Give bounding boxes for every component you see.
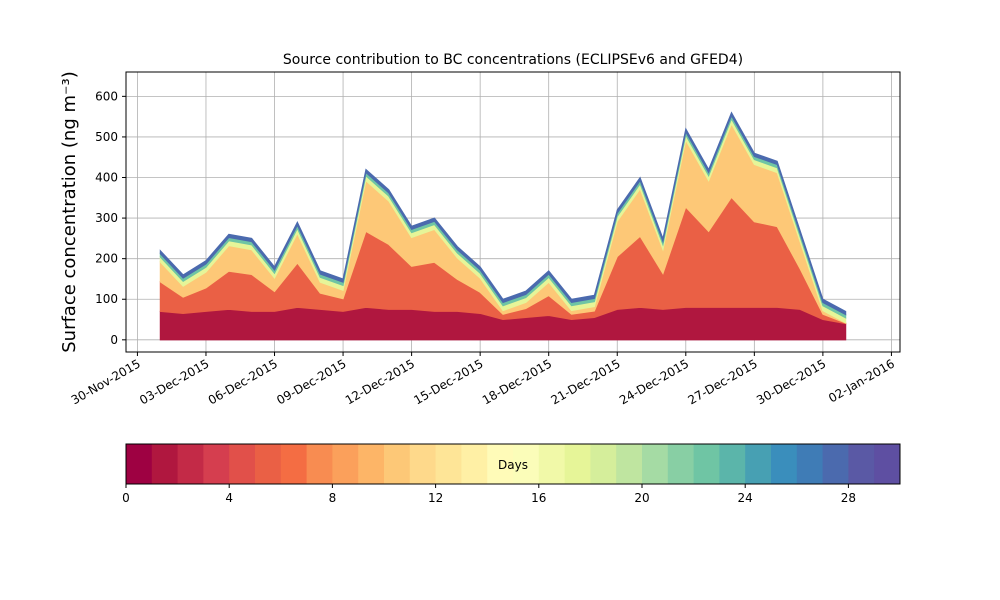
y-tick-label: 300 bbox=[95, 211, 118, 225]
colorbar-bin bbox=[126, 444, 153, 484]
x-tick-label: 09-Dec-2015 bbox=[274, 356, 348, 407]
colorbar-bin bbox=[384, 444, 411, 484]
colorbar-bin bbox=[280, 444, 308, 484]
colorbar-bin bbox=[487, 444, 514, 484]
y-tick-label: 100 bbox=[95, 292, 118, 306]
x-tick-label: 24-Dec-2015 bbox=[617, 356, 691, 407]
x-tick-label: 18-Dec-2015 bbox=[480, 356, 554, 407]
colorbar-frame bbox=[125, 443, 901, 485]
colorbar-bin bbox=[409, 444, 437, 484]
y-tick-label: 200 bbox=[95, 252, 118, 266]
colorbar-bin bbox=[513, 444, 540, 484]
y-axis-label: Surface concentration (ng m⁻³) bbox=[59, 71, 80, 353]
plot-frame bbox=[125, 71, 901, 353]
colorbar-bin bbox=[616, 444, 643, 484]
colorbar-tick-label: 8 bbox=[329, 491, 337, 505]
colorbar-tick-label: 0 bbox=[122, 491, 130, 505]
x-tick-label: 12-Dec-2015 bbox=[343, 356, 417, 407]
colorbar-bin bbox=[745, 444, 772, 484]
colorbar-bin bbox=[203, 444, 230, 484]
colorbar-tick-label: 28 bbox=[841, 491, 856, 505]
colorbar-bin bbox=[151, 444, 179, 484]
colorbar-bin bbox=[229, 444, 256, 484]
colorbar-bin bbox=[306, 444, 333, 484]
colorbar-bin bbox=[435, 444, 462, 484]
colorbar-tick-label: 16 bbox=[531, 491, 546, 505]
colorbar-tick-label: 20 bbox=[634, 491, 649, 505]
colorbar-bin bbox=[642, 444, 669, 484]
colorbar-bin bbox=[332, 444, 359, 484]
colorbar-bin bbox=[564, 444, 591, 484]
colorbar-bin bbox=[796, 444, 824, 484]
colorbar-bin bbox=[461, 444, 488, 484]
colorbar-bin bbox=[719, 444, 746, 484]
x-tick-label: 06-Dec-2015 bbox=[206, 356, 280, 407]
colorbar-tick-label: 24 bbox=[738, 491, 753, 505]
colorbar-bin bbox=[874, 444, 901, 484]
area-layer bbox=[159, 111, 847, 316]
x-tick-label: 15-Dec-2015 bbox=[411, 356, 485, 407]
y-tick-label: 500 bbox=[95, 130, 118, 144]
x-tick-label: 02-Jan-2016 bbox=[826, 356, 897, 405]
colorbar-tick-label: 12 bbox=[428, 491, 443, 505]
colorbar-bin bbox=[358, 444, 385, 484]
colorbar-label: Days bbox=[498, 458, 528, 472]
colorbar-bin bbox=[848, 444, 875, 484]
colorbar-bin bbox=[667, 444, 695, 484]
colorbar-tick-label: 4 bbox=[225, 491, 233, 505]
chart-title: Source contribution to BC concentrations… bbox=[283, 52, 743, 68]
colorbar-bin bbox=[693, 444, 720, 484]
y-tick-label: 0 bbox=[110, 333, 118, 347]
colorbar-bin bbox=[255, 444, 282, 484]
colorbar-bin bbox=[177, 444, 204, 484]
x-tick-label: 03-Dec-2015 bbox=[137, 356, 211, 407]
colorbar-bin bbox=[822, 444, 849, 484]
x-tick-label: 30-Dec-2015 bbox=[754, 356, 828, 407]
colorbar-bin bbox=[538, 444, 566, 484]
colorbar-bin bbox=[590, 444, 617, 484]
x-tick-label: 27-Dec-2015 bbox=[686, 356, 760, 407]
x-tick-label: 30-Nov-2015 bbox=[69, 356, 143, 407]
colorbar-bin bbox=[771, 444, 798, 484]
y-tick-label: 600 bbox=[95, 89, 118, 103]
x-tick-label: 21-Dec-2015 bbox=[548, 356, 622, 407]
y-tick-label: 400 bbox=[95, 171, 118, 185]
